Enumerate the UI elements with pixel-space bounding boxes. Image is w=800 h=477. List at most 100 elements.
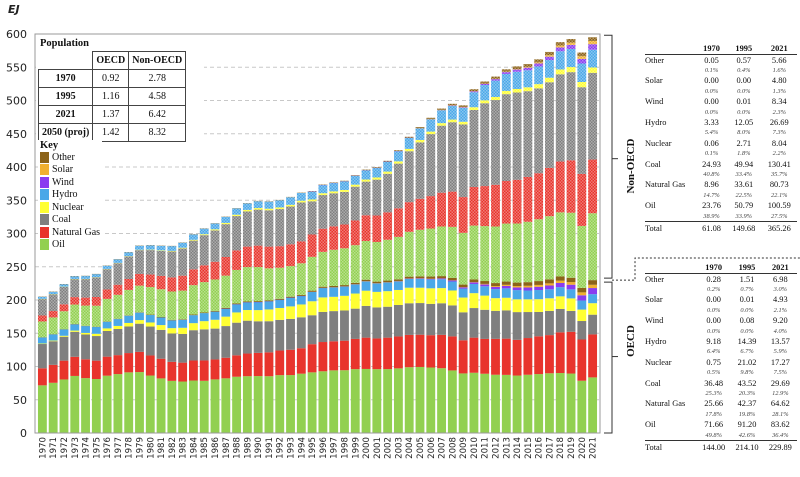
x-tick-label: 1972: [60, 437, 70, 459]
legend-label: Coal: [52, 214, 71, 226]
bar-segment-oecd-oil: [318, 371, 328, 433]
bar-segment-oecd-natural-gas: [81, 359, 90, 379]
bar-segment-oecd-oil: [350, 369, 360, 433]
bar-segment-nonoecd-natural-gas: [102, 289, 112, 299]
bar-segment-nonoecd-coal: [242, 211, 252, 247]
bar-segment-oecd-natural-gas: [555, 332, 565, 374]
table-row: Solar 0.00 0.01 4.93: [645, 295, 797, 305]
bar-segment-oecd-coal: [577, 321, 587, 340]
bar-segment-nonoecd-other: [566, 39, 576, 43]
table-total-value: 61.08: [697, 221, 727, 235]
bar-segment-nonoecd-natural-gas: [145, 274, 155, 288]
bar-segment-oecd-oil: [253, 376, 263, 433]
x-tick-label: 1999: [351, 437, 361, 459]
x-tick-label: 1979: [135, 437, 145, 459]
bar-segment-nonoecd-coal: [167, 251, 177, 278]
bar-segment-oecd-natural-gas: [210, 359, 220, 380]
bar-segment-oecd-nuclear: [404, 287, 414, 304]
legend-label: Hydro: [52, 189, 78, 201]
bar-segment-nonoecd-nuclear: [469, 107, 479, 111]
bar-segment-oecd-coal: [566, 310, 576, 332]
x-tick-label: 1988: [233, 437, 243, 459]
bar-segment-oecd-hydro: [167, 320, 177, 329]
bar-segment-oecd-coal: [296, 317, 306, 349]
bar-segment-nonoecd-hydro: [501, 74, 511, 91]
table-value: 24.93: [702, 159, 721, 169]
bar-segment-oecd-natural-gas: [361, 337, 371, 369]
table-row-label: Nuclear: [645, 357, 672, 367]
y-tick-label: 250: [6, 261, 27, 274]
bar-segment-oecd-oil: [545, 373, 554, 433]
bar-segment-nonoecd-oil: [555, 212, 565, 277]
bar-segment-nonoecd-oil: [577, 225, 587, 288]
bar-segment-nonoecd-coal: [145, 250, 155, 275]
bar-segment-nonoecd-hydro: [393, 151, 403, 162]
bar-segment-nonoecd-coal: [189, 240, 198, 270]
bar-segment-nonoecd-natural-gas: [199, 265, 209, 283]
bar-segment-oecd-hydro: [178, 319, 188, 328]
bar-segment-nonoecd-nuclear: [404, 148, 414, 152]
bar-segment-oecd-other: [372, 281, 382, 284]
table-value: 49.94: [734, 159, 754, 169]
bar-segment-nonoecd-other: [588, 37, 598, 41]
bar-segment-nonoecd-coal: [48, 294, 58, 312]
bar-segment-oecd-nuclear: [189, 323, 198, 331]
bar-segment-nonoecd-natural-gas: [545, 167, 554, 217]
bar-segment-nonoecd-oil: [566, 212, 576, 278]
bar-segment-nonoecd-coal: [59, 286, 69, 305]
x-tick-label: 1985: [200, 437, 210, 459]
table-pct: 9.8%: [740, 369, 754, 377]
bar-segment-oecd-hydro: [491, 289, 500, 299]
bar-segment-oecd-nuclear: [199, 321, 209, 330]
bar-segment-nonoecd-hydro: [480, 85, 490, 101]
table-value: 21.02: [737, 357, 757, 367]
table-row-label: Hydro: [645, 337, 667, 347]
x-tick-label: 1991: [265, 437, 275, 459]
legend-label: Natural Gas: [52, 226, 101, 238]
bar-segment-oecd-other: [469, 279, 479, 283]
bar-segment-nonoecd-coal: [512, 92, 522, 180]
y-tick-label: 50: [13, 394, 27, 407]
table-pct: 0.1%: [704, 150, 719, 158]
bar-segment-oecd-natural-gas: [156, 358, 166, 379]
bar-segment-nonoecd-coal: [253, 209, 263, 246]
bar-segment-nonoecd-other: [393, 150, 403, 152]
bar-segment-oecd-hydro: [458, 288, 468, 298]
bar-segment-nonoecd-nuclear: [361, 179, 371, 182]
bar-segment-nonoecd-coal: [307, 201, 317, 235]
bar-segment-nonoecd-coal: [534, 88, 544, 174]
bar-segment-nonoecd-coal: [588, 72, 598, 160]
bar-segment-oecd-other: [415, 276, 425, 279]
bar-segment-nonoecd-oil: [588, 213, 598, 281]
table-year-header: 1970: [697, 42, 727, 55]
bar-segment-nonoecd-oil: [296, 263, 306, 295]
x-tick-label: 2003: [394, 437, 404, 459]
bar-segment-nonoecd-coal: [70, 279, 80, 298]
bar-segment-oecd-oil: [469, 372, 479, 433]
bar-segment-nonoecd-natural-gas: [588, 159, 598, 214]
bar-segment-oecd-coal: [545, 310, 554, 336]
bar-segment-nonoecd-nuclear: [199, 234, 209, 236]
bar-segment-oecd-hydro: [555, 287, 565, 297]
bar-segment-nonoecd-other: [491, 76, 500, 79]
bar-segment-nonoecd-other: [512, 66, 522, 70]
bar-segment-nonoecd-oil: [81, 305, 90, 326]
table-pct: 6.4%: [707, 348, 721, 356]
bar-segment-nonoecd-hydro: [124, 252, 134, 257]
bar-segment-oecd-oil: [124, 372, 134, 433]
bar-segment-oecd-hydro: [437, 279, 446, 289]
bar-segment-oecd-other: [296, 294, 306, 296]
bar-segment-oecd-coal: [102, 330, 112, 357]
table-pct: 42.6%: [738, 431, 756, 439]
bar-segment-nonoecd-coal: [404, 151, 414, 203]
bar-segment-nonoecd-natural-gas: [113, 284, 123, 295]
bar-segment-oecd-oil: [393, 368, 403, 433]
bar-segment-oecd-nuclear: [286, 306, 295, 319]
table-pct-row: 40.8% 33.4% 35.7%: [645, 169, 797, 179]
bar-segment-nonoecd-nuclear: [167, 250, 177, 252]
bar-segment-nonoecd-wind: [577, 58, 587, 64]
table-row-label: Other: [645, 274, 665, 284]
bar-segment-oecd-other: [577, 287, 587, 293]
bar-segment-oecd-nuclear: [361, 290, 371, 306]
bar-segment-oecd-solar: [545, 283, 554, 286]
